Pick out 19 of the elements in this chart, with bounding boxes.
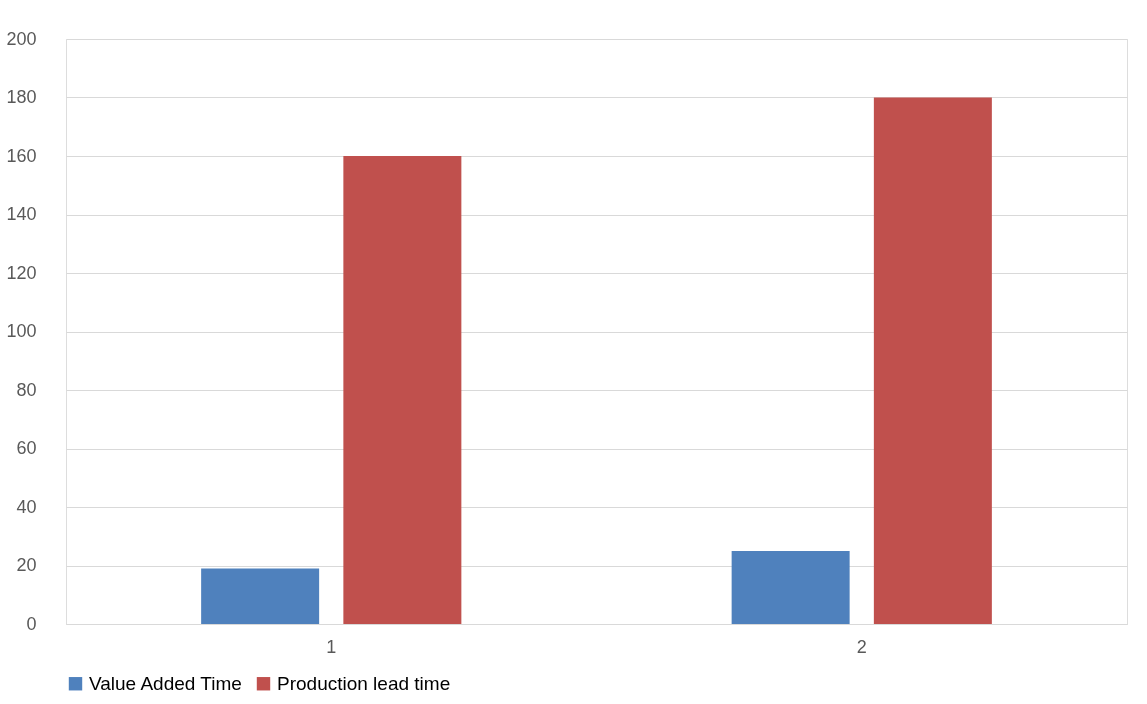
y-tick-label: 160 — [6, 145, 37, 166]
legend-label: Production lead time — [277, 672, 451, 694]
y-tick-label: 80 — [16, 379, 37, 400]
y-tick-label: 0 — [26, 613, 37, 634]
y-tick-label: 180 — [6, 87, 37, 107]
y-tick-label: 200 — [6, 28, 37, 49]
bar — [731, 550, 850, 624]
y-tick-label: 60 — [16, 438, 37, 458]
y-tick-label: 120 — [6, 262, 37, 283]
y-tick-label: 100 — [6, 321, 37, 341]
x-tick-label: 1 — [326, 636, 337, 657]
bar — [873, 97, 992, 624]
y-tick-label: 20 — [16, 555, 37, 575]
bar — [201, 568, 320, 624]
y-tick-label: 140 — [6, 204, 37, 224]
legend-label: Value Added Time — [89, 672, 242, 694]
x-tick-label: 2 — [856, 636, 867, 657]
bar — [343, 156, 462, 624]
y-tick-label: 40 — [16, 496, 37, 517]
